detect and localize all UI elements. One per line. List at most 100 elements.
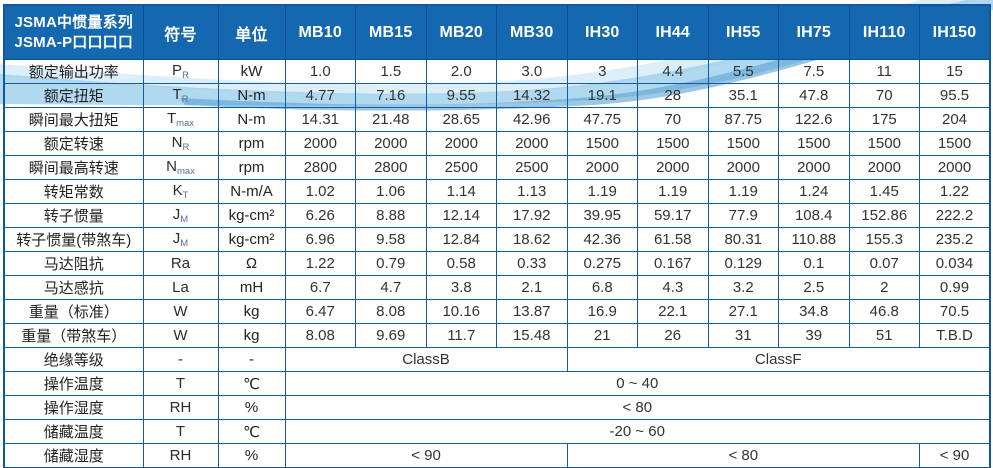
value-cell: 2000 (566, 155, 638, 180)
col-header-model-ih75: IH75 (778, 4, 850, 60)
row-unit: - (217, 347, 286, 372)
row-symbol: Nmax (142, 155, 219, 180)
value-cell: 11.7 (425, 323, 497, 348)
value-cell: 47.75 (566, 107, 638, 132)
table-row: 转子惯量(带煞车) JM kg-cm² 6.96 9.58 12.84 18.62 42.36… (3, 227, 991, 252)
row-label: 转子惯量 (3, 203, 144, 228)
value-cell: 2500 (425, 155, 497, 180)
row-symbol: JM (142, 203, 219, 228)
merged-value-cell: 0 ~ 40 (284, 371, 991, 396)
col-header-unit: 单位 (217, 4, 286, 60)
value-cell: 2 (848, 275, 920, 300)
value-cell: 2.5 (778, 275, 850, 300)
value-cell: 2800 (355, 155, 427, 180)
value-cell: 108.4 (778, 203, 850, 228)
row-symbol: - (142, 347, 219, 372)
row-unit: kg-cm² (217, 203, 286, 228)
row-label: 转子惯量(带煞车) (3, 227, 144, 252)
value-cell: 1.14 (425, 179, 497, 204)
row-symbol: Ra (142, 251, 219, 276)
value-cell: 21.48 (355, 107, 427, 132)
value-cell: 10.16 (425, 299, 497, 324)
value-cell: 17.92 (496, 203, 568, 228)
col-header-model-mb15: MB15 (355, 4, 427, 60)
value-cell: 1500 (919, 131, 991, 156)
col-header-model-mb20: MB20 (425, 4, 497, 60)
value-cell: 35.1 (707, 83, 779, 108)
merged-value-cell: ClassB (284, 347, 568, 372)
value-cell: 0.33 (496, 251, 568, 276)
value-cell: 1.02 (284, 179, 356, 204)
value-cell: 21 (566, 323, 638, 348)
value-cell: 34.8 (778, 299, 850, 324)
row-unit: Ω (217, 251, 286, 276)
row-symbol: KT (142, 179, 219, 204)
table-row: 转子惯量 JM kg-cm² 6.26 8.88 12.14 17.92 39.95 59.17… (3, 203, 991, 228)
value-cell: 0.07 (848, 251, 920, 276)
value-cell: 175 (848, 107, 920, 132)
row-label: 额定扭矩 (3, 83, 144, 108)
value-cell: 0.129 (707, 251, 779, 276)
value-cell: 1500 (637, 131, 709, 156)
series-title-line2: JSMA-P口口口口 (14, 33, 134, 51)
col-header-model-ih30: IH30 (566, 4, 638, 60)
value-cell: 1.22 (919, 179, 991, 204)
value-cell: 204 (919, 107, 991, 132)
value-cell: 9.55 (425, 83, 497, 108)
value-cell: 1500 (707, 131, 779, 156)
col-header-model-ih150: IH150 (919, 4, 991, 60)
value-cell: 3.0 (496, 59, 568, 84)
row-unit: % (217, 395, 286, 420)
row-symbol: RH (142, 395, 219, 420)
row-symbol: La (142, 275, 219, 300)
value-cell: 155.3 (848, 227, 920, 252)
value-cell: 51 (848, 323, 920, 348)
value-cell: 2000 (425, 131, 497, 156)
value-cell: 0.58 (425, 251, 497, 276)
value-cell: 1.19 (566, 179, 638, 204)
value-cell: 110.88 (778, 227, 850, 252)
value-cell: 4.4 (637, 59, 709, 84)
series-title: JSMA中惯量系列 JSMA-P口口口口 (3, 4, 144, 60)
value-cell: 22.1 (637, 299, 709, 324)
value-cell: 4.77 (284, 83, 356, 108)
value-cell: 77.9 (707, 203, 779, 228)
value-cell: 1500 (566, 131, 638, 156)
value-cell: 12.84 (425, 227, 497, 252)
value-cell: 5.5 (707, 59, 779, 84)
value-cell: T.B.D (919, 323, 991, 348)
value-cell: 222.2 (919, 203, 991, 228)
value-cell: 3 (566, 59, 638, 84)
value-cell: 1.06 (355, 179, 427, 204)
value-cell: 19.1 (566, 83, 638, 108)
value-cell: 1.19 (707, 179, 779, 204)
value-cell: 61.58 (637, 227, 709, 252)
value-cell: 2000 (355, 131, 427, 156)
value-cell: 46.8 (848, 299, 920, 324)
table-row: 储藏温度 T ℃ -20 ~ 60 (3, 419, 991, 444)
row-label: 储藏湿度 (3, 443, 144, 468)
value-cell: 2500 (496, 155, 568, 180)
row-label: 额定转速 (3, 131, 144, 156)
value-cell: 42.96 (496, 107, 568, 132)
value-cell: 39 (778, 323, 850, 348)
value-cell: 39.95 (566, 203, 638, 228)
row-unit: mH (217, 275, 286, 300)
value-cell: 8.88 (355, 203, 427, 228)
row-label: 瞬间最高转速 (3, 155, 144, 180)
table-row: 操作温度 T ℃ 0 ~ 40 (3, 371, 991, 396)
row-unit: rpm (217, 131, 286, 156)
value-cell: 2800 (284, 155, 356, 180)
row-symbol: NR (142, 131, 219, 156)
row-label: 瞬间最大扭矩 (3, 107, 144, 132)
row-symbol: T (142, 419, 219, 444)
header-row: JSMA中惯量系列 JSMA-P口口口口 符号 单位 MB10 MB15 MB2… (3, 4, 991, 60)
value-cell: 80.31 (707, 227, 779, 252)
value-cell: 0.1 (778, 251, 850, 276)
merged-value-cell: ClassF (566, 347, 991, 372)
table-row: 操作湿度 RH% < 80 (3, 395, 991, 420)
table-row: 额定转速 NR rpm 2000 2000 2000 2000 1500 1500 1500 150… (3, 131, 991, 156)
value-cell: 1.24 (778, 179, 850, 204)
value-cell: 0.79 (355, 251, 427, 276)
